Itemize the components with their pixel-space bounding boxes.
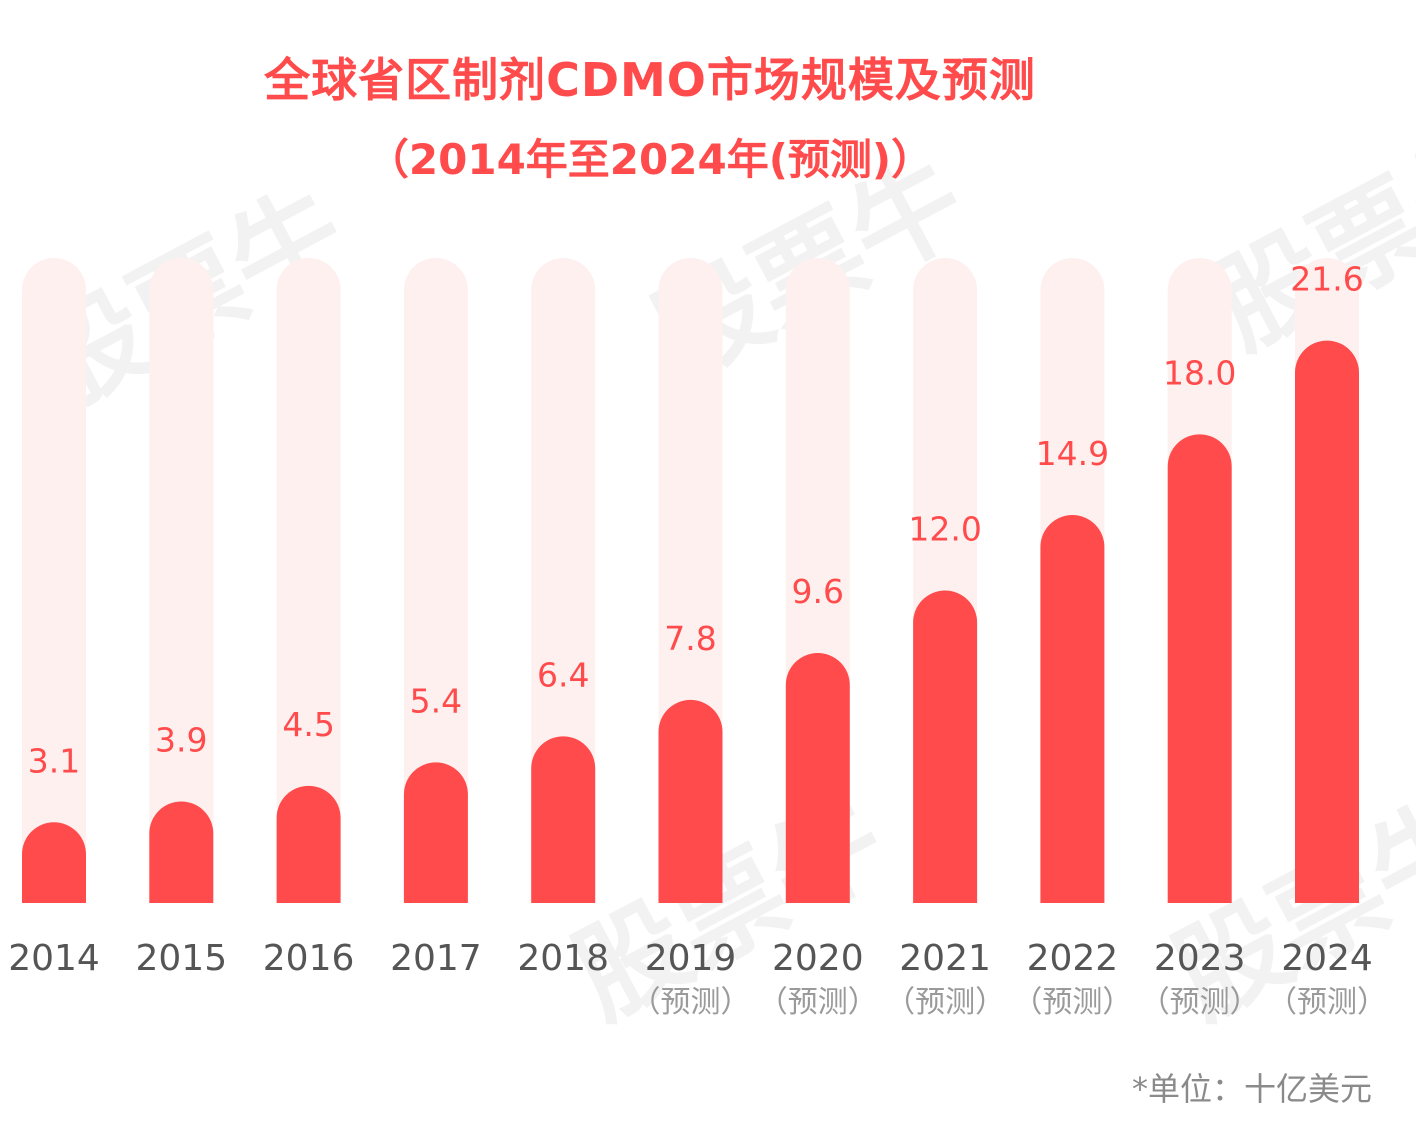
x-sublabel-2020: （预测）: [758, 985, 878, 1020]
x-sublabel-2019: （预测）: [631, 985, 751, 1020]
bars: [22, 340, 1359, 904]
value-label-2019: 7.8: [664, 619, 716, 658]
x-label-2024: 2024: [1281, 938, 1373, 979]
bar-2024: [1295, 340, 1359, 904]
value-label-2014: 3.1: [28, 741, 80, 780]
bar-2015: [149, 801, 214, 903]
x-label-2021: 2021: [899, 938, 991, 979]
bar-2018: [531, 736, 596, 903]
bar-2017: [403, 762, 468, 903]
x-label-2015: 2015: [135, 938, 227, 979]
chart-title: 全球省区制剂CDMO市场规模及预测: [264, 53, 1036, 107]
x-sublabel-2021: （预测）: [885, 985, 1005, 1020]
value-label-2024: 21.6: [1290, 260, 1363, 299]
x-axis-labels: 2014 2015 2016 2017 2018 2019 （预测） 2020 （预测） 2021…: [8, 938, 1387, 1020]
bar-track-2017: [403, 258, 468, 903]
x-label-2014: 2014: [8, 938, 100, 979]
bar-2019: [658, 699, 723, 903]
bar-2023: [1167, 434, 1232, 903]
x-sublabel-2024: （预测）: [1267, 985, 1387, 1020]
value-label-2015: 3.9: [155, 720, 207, 759]
bar-2022: [1040, 515, 1105, 903]
bar-track-2016: [276, 258, 341, 903]
x-label-2019: 2019: [645, 938, 737, 979]
x-sublabel-2022: （预测）: [1012, 985, 1132, 1020]
value-label-2022: 14.9: [1036, 434, 1109, 473]
bar-2014: [22, 822, 86, 903]
x-label-2016: 2016: [263, 938, 355, 979]
x-label-2023: 2023: [1154, 938, 1246, 979]
x-label-2020: 2020: [772, 938, 864, 979]
x-label-2018: 2018: [517, 938, 609, 979]
bar-2016: [276, 785, 341, 903]
x-label-2017: 2017: [390, 938, 482, 979]
value-label-2016: 4.5: [282, 705, 334, 744]
value-label-2018: 6.4: [537, 655, 589, 694]
bar-track-2014: [22, 258, 86, 903]
value-label-2023: 18.0: [1163, 353, 1236, 392]
bar-2020: [785, 653, 850, 903]
value-labels: 3.1 3.9 4.5 5.4 6.4 7.8 9.6 12.0 14.9 18.0 21.6: [28, 260, 1364, 781]
value-label-2017: 5.4: [410, 681, 462, 720]
bar-track-2015: [149, 258, 214, 903]
value-label-2021: 12.0: [908, 510, 981, 549]
chart-subtitle: （2014年至2024年(预测)）: [366, 135, 934, 184]
x-sublabel-2023: （预测）: [1140, 985, 1260, 1020]
x-label-2022: 2022: [1027, 938, 1119, 979]
value-label-2020: 9.6: [792, 572, 844, 611]
unit-note: *单位：十亿美元: [1131, 1070, 1372, 1108]
bar-2021: [913, 590, 978, 903]
